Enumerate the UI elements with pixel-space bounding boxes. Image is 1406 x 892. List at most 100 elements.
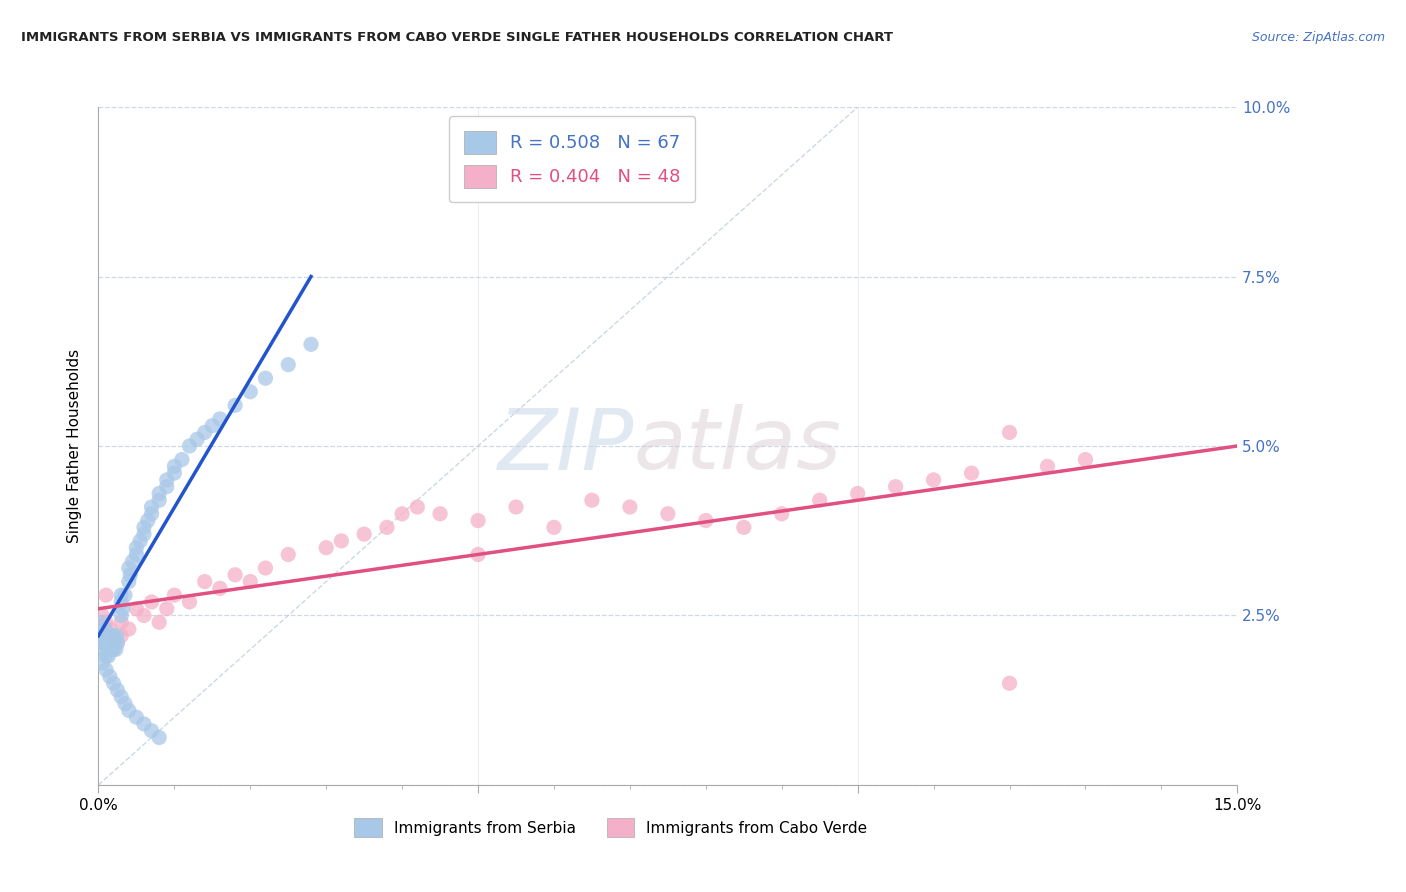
Point xyxy=(107,683,129,698)
Text: IMMIGRANTS FROM SERBIA VS IMMIGRANTS FROM CABO VERDE SINGLE FATHER HOUSEHOLDS CO: IMMIGRANTS FROM SERBIA VS IMMIGRANTS FRO… xyxy=(21,31,893,45)
Point xyxy=(103,629,125,643)
Point xyxy=(224,398,246,412)
Point xyxy=(186,432,208,446)
Point xyxy=(156,473,179,487)
Point xyxy=(91,608,114,623)
Point xyxy=(277,358,299,372)
Point xyxy=(103,642,125,657)
Point xyxy=(208,582,231,596)
Point xyxy=(353,527,375,541)
Point xyxy=(110,629,132,643)
Point xyxy=(94,663,117,677)
Text: Source: ZipAtlas.com: Source: ZipAtlas.com xyxy=(1251,31,1385,45)
Point xyxy=(141,595,163,609)
Y-axis label: Single Father Households: Single Father Households xyxy=(67,349,83,543)
Point xyxy=(136,514,159,528)
Point xyxy=(107,635,129,649)
Point xyxy=(884,480,907,494)
Point xyxy=(148,493,170,508)
Text: ZIP: ZIP xyxy=(498,404,634,488)
Point xyxy=(406,500,429,514)
Point xyxy=(90,615,112,630)
Point xyxy=(239,574,262,589)
Point xyxy=(543,520,565,534)
Point xyxy=(194,574,217,589)
Point xyxy=(114,588,136,602)
Point xyxy=(94,649,117,664)
Point xyxy=(619,500,641,514)
Point xyxy=(208,412,231,426)
Point xyxy=(194,425,217,440)
Point xyxy=(110,588,132,602)
Point xyxy=(375,520,398,534)
Point xyxy=(120,567,142,582)
Point xyxy=(98,635,121,649)
Point xyxy=(110,595,132,609)
Point xyxy=(998,425,1021,440)
Point xyxy=(94,635,117,649)
Point xyxy=(96,642,118,657)
Point xyxy=(91,635,114,649)
Point xyxy=(118,703,141,717)
Point xyxy=(98,669,121,683)
Point xyxy=(254,561,277,575)
Point xyxy=(125,548,148,562)
Point xyxy=(1074,452,1097,467)
Point xyxy=(125,710,148,724)
Point xyxy=(277,548,299,562)
Point xyxy=(179,439,201,453)
Point xyxy=(156,480,179,494)
Point xyxy=(132,527,155,541)
Point xyxy=(101,642,124,657)
Point xyxy=(148,615,170,630)
Point xyxy=(733,520,755,534)
Point xyxy=(129,533,152,548)
Point xyxy=(299,337,322,351)
Point xyxy=(103,629,125,643)
Point xyxy=(125,601,148,615)
Point xyxy=(94,588,117,602)
Point xyxy=(98,642,121,657)
Point xyxy=(107,635,129,649)
Point xyxy=(505,500,527,514)
Point xyxy=(391,507,413,521)
Point xyxy=(97,649,120,664)
Point xyxy=(110,690,132,704)
Point xyxy=(998,676,1021,690)
Point xyxy=(93,629,115,643)
Point xyxy=(96,629,118,643)
Point xyxy=(254,371,277,385)
Point xyxy=(581,493,603,508)
Point xyxy=(132,608,155,623)
Point xyxy=(103,676,125,690)
Point xyxy=(239,384,262,399)
Point xyxy=(163,588,186,602)
Point xyxy=(163,459,186,474)
Point xyxy=(330,533,353,548)
Point xyxy=(429,507,451,521)
Point xyxy=(201,418,224,433)
Point xyxy=(657,507,679,521)
Legend: Immigrants from Serbia, Immigrants from Cabo Verde: Immigrants from Serbia, Immigrants from … xyxy=(347,810,875,845)
Point xyxy=(315,541,337,555)
Point xyxy=(98,622,121,636)
Point xyxy=(141,507,163,521)
Point xyxy=(808,493,831,508)
Point xyxy=(94,615,117,630)
Point xyxy=(100,635,122,649)
Point xyxy=(1036,459,1059,474)
Point xyxy=(770,507,793,521)
Point xyxy=(922,473,945,487)
Point xyxy=(141,500,163,514)
Point xyxy=(100,629,122,643)
Point xyxy=(93,642,115,657)
Point xyxy=(148,731,170,745)
Point xyxy=(846,486,869,500)
Point xyxy=(170,452,193,467)
Point xyxy=(179,595,201,609)
Point xyxy=(125,541,148,555)
Text: atlas: atlas xyxy=(634,404,842,488)
Point xyxy=(91,656,114,670)
Point xyxy=(132,520,155,534)
Point xyxy=(94,622,117,636)
